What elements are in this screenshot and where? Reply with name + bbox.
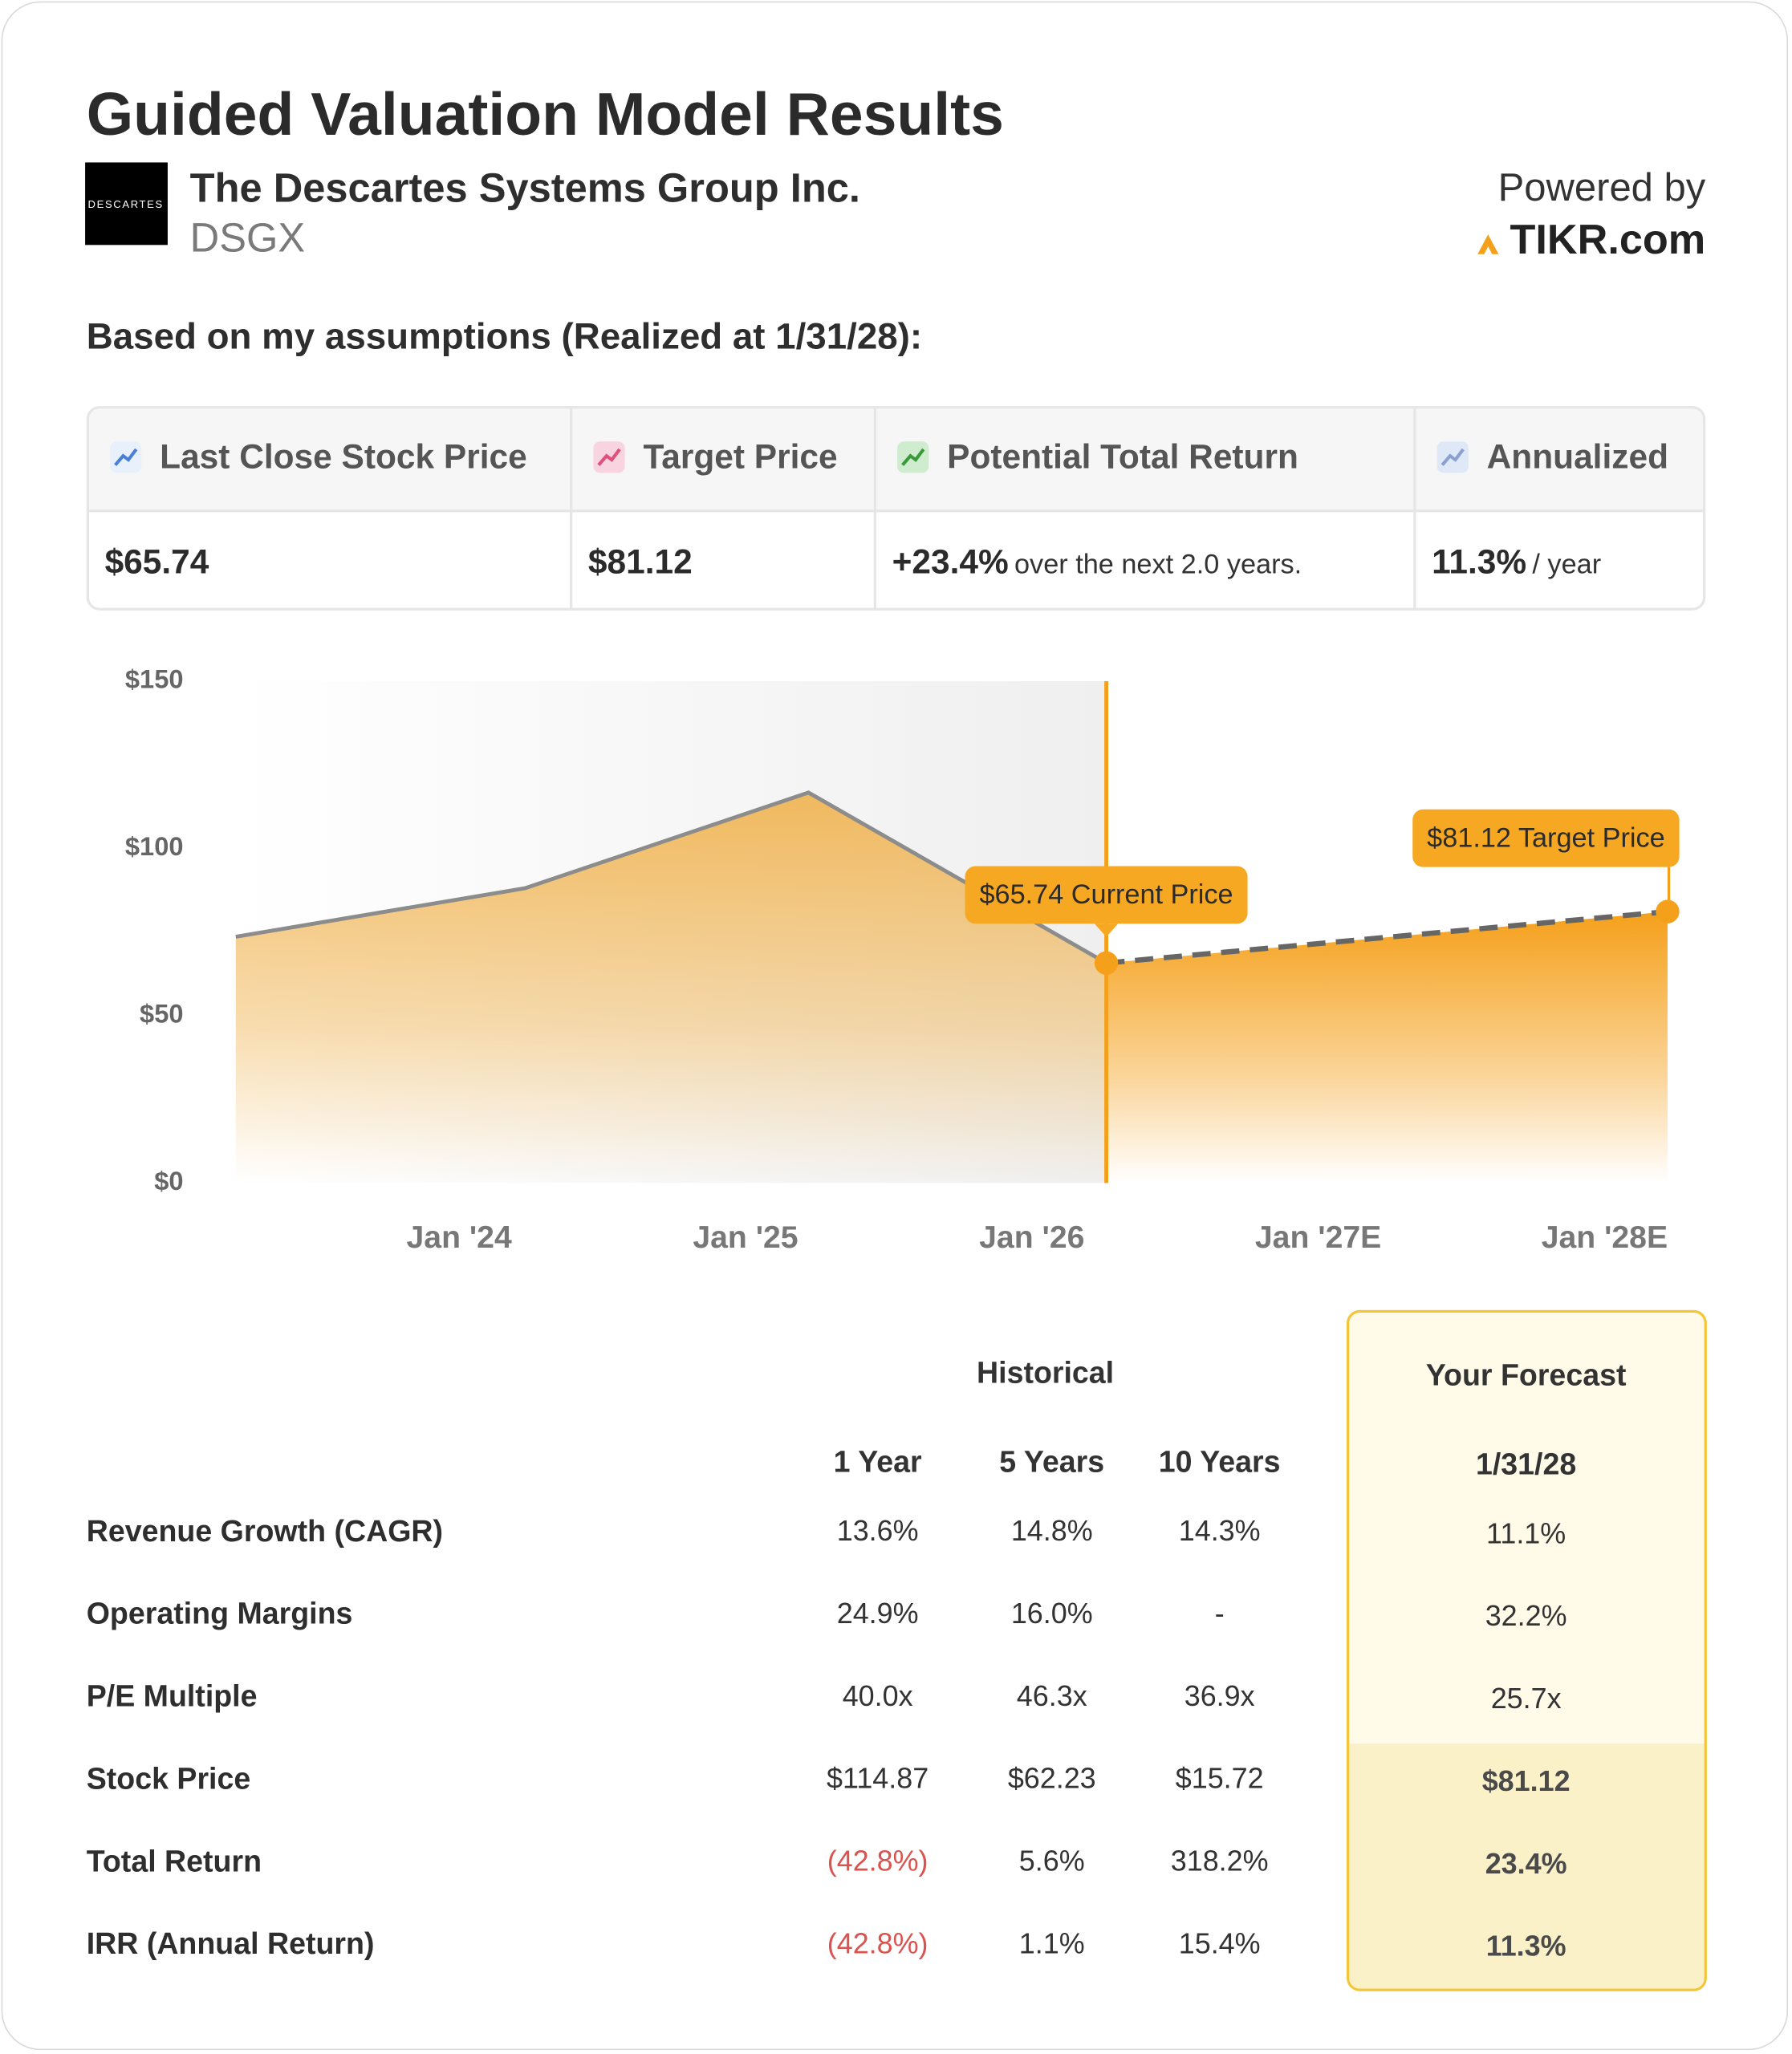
row-label: Operating Margins [86,1596,353,1630]
cell: 25.7x [1490,1682,1562,1715]
metric-value: +23.4% [892,542,1009,582]
cell: (42.8%) [827,1844,929,1877]
cell: 23.4% [1485,1847,1567,1880]
metric-value: 11.3% [1432,542,1527,582]
column-header: 10 Years [1158,1444,1281,1479]
y-tick-label: $100 [125,831,184,861]
y-tick-label: $150 [125,664,184,694]
forecast-box [1347,1309,1707,1991]
cell: 11.3% [1485,1929,1566,1963]
metric-divider [873,406,877,611]
row-label: Revenue Growth (CAGR) [86,1513,444,1549]
cell: 24.9% [836,1597,919,1630]
cell: 15.4% [1178,1926,1261,1960]
icon-ink [114,448,138,466]
cell: 13.6% [836,1514,919,1548]
metric-icon [1436,441,1469,473]
chart: $0 $50 $100 $150 Jan '24 Jan '25 Jan '26 Jan '2… [125,664,1680,1255]
column-header: 5 Years [999,1444,1105,1479]
assumptions: Based on my assumptions (Realized at 1/3… [86,315,923,357]
metric-label: Target Price [643,436,838,477]
logo-text: DESCARTES [87,198,164,211]
forecast-highlight [1349,1743,1705,1989]
column-header: 1 Year [833,1444,922,1479]
x-tick-label: Jan '25 [693,1220,798,1255]
cell: $62.23 [1007,1761,1096,1795]
metric-value-row: 11.3% / year [1432,542,1601,583]
metrics-header-bg [88,408,1703,513]
y-tick-label: $50 [140,999,183,1029]
area [235,792,1107,1183]
metric-value-row: $65.74 [105,542,209,583]
metrics-box [86,406,1706,611]
cell: 14.8% [1010,1514,1093,1548]
cell: 46.3x [1016,1679,1087,1712]
metric-icon [897,441,929,473]
x-tick-label: Jan '26 [979,1220,1084,1255]
brand-icon [1477,234,1499,254]
metric-value: $65.74 [104,542,209,582]
annotation-label: $65.74 Current Price [979,879,1233,910]
row-label: Stock Price [86,1761,251,1796]
point [1656,899,1680,923]
cell: 40.0x [842,1679,913,1712]
cell: 16.0% [1010,1597,1093,1630]
powered-by: Powered by [1497,166,1706,210]
x-tick-label: Jan '28E [1542,1220,1668,1255]
metric-value: $81.12 [587,542,693,582]
cell: $81.12 [1481,1764,1571,1798]
cell: 5.6% [1018,1844,1085,1877]
cell: 1.1% [1018,1926,1085,1960]
logo [85,162,168,246]
cell: $15.72 [1175,1761,1264,1795]
metric-value-row: $81.12 [588,542,693,583]
cell: 318.2% [1170,1844,1269,1877]
cell: 32.2% [1485,1599,1567,1633]
metric-label: Annualized [1486,436,1669,477]
metric-label: Last Close Stock Price [160,436,527,477]
row-label: IRR (Annual Return) [86,1926,375,1961]
metric-divider [1413,406,1416,611]
row-label: P/E Multiple [86,1679,258,1713]
metric-label: Potential Total Return [947,436,1298,477]
x-tick-label: Jan '27E [1255,1220,1381,1255]
metric-value-row: +23.4% over the next 2.0 years. [892,542,1302,583]
metric-icon [110,441,142,473]
cell: - [1214,1597,1225,1630]
metric-icon [593,441,625,473]
annotation-box [965,866,1248,924]
cell: 11.1% [1486,1516,1566,1550]
annotation-pointer [1094,923,1119,937]
x-tick-label: Jan '24 [407,1220,512,1255]
group-header: Your Forecast [1425,1358,1627,1392]
ticker: DSGX [189,214,306,261]
line [235,790,1107,965]
line [1106,908,1668,966]
metric-note: over the next 2.0 years. [1014,549,1302,580]
group-header: Historical [977,1355,1115,1390]
cell: 14.3% [1178,1514,1261,1548]
metric-divider [570,406,573,611]
row-label: Total Return [86,1844,262,1878]
metric-note: / year [1532,549,1602,580]
icon-ink [901,448,925,466]
point [1094,951,1119,975]
icon-ink [597,448,621,466]
brand: TIKR.com [1510,215,1706,263]
title: Guided Valuation Model Results [86,79,1004,148]
cell: $114.87 [827,1761,929,1795]
area [1106,911,1668,1183]
y-tick-label: $0 [154,1166,183,1195]
column-header: 1/31/28 [1475,1447,1577,1481]
cell: (42.8%) [827,1926,929,1960]
annotation-label: $81.12 Target Price [1427,822,1664,853]
icon-ink [1441,448,1465,466]
annotation-box [1412,809,1680,867]
company-name: The Descartes Systems Group Inc. [189,164,860,211]
cell: 36.9x [1184,1679,1255,1712]
